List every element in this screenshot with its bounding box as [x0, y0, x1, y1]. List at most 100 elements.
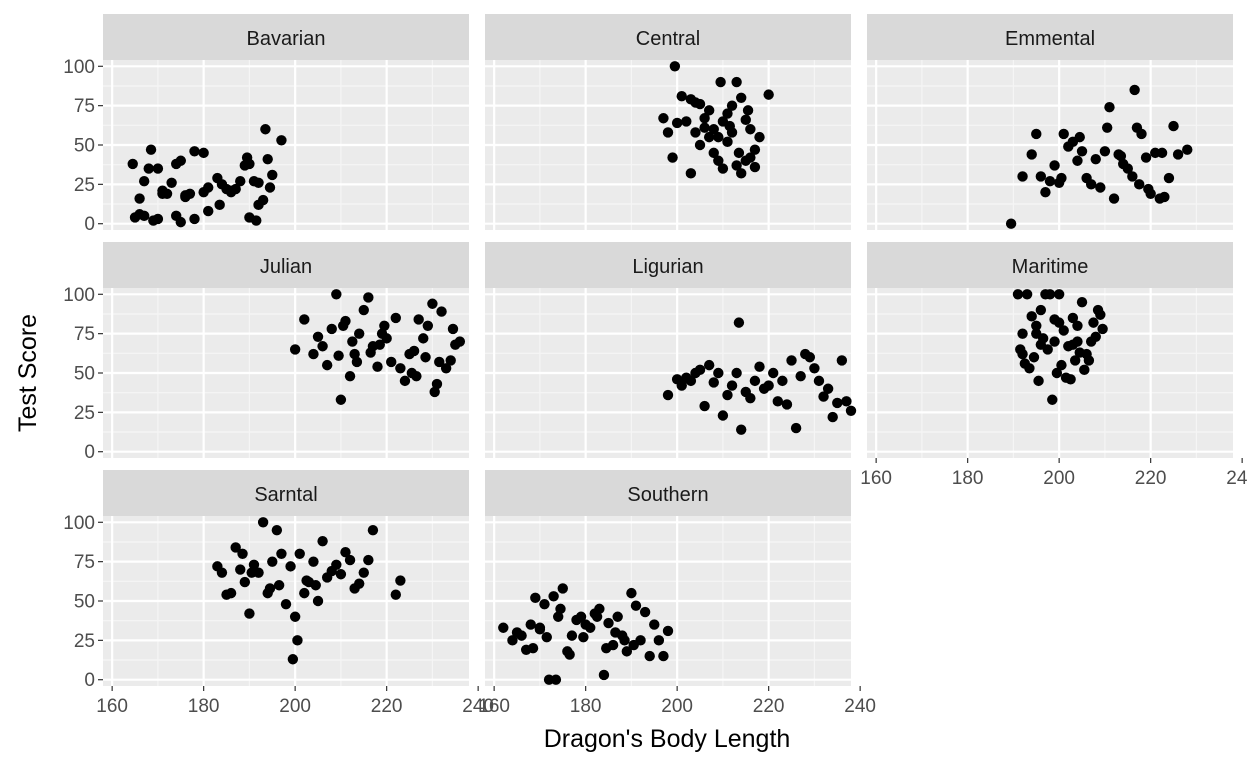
data-point [681, 116, 692, 127]
data-point [649, 619, 660, 630]
data-point [1031, 128, 1042, 140]
data-point [594, 603, 605, 615]
data-point [1058, 128, 1069, 140]
facet-strip [485, 242, 851, 288]
data-point [699, 122, 710, 133]
data-point [598, 669, 610, 681]
data-point [745, 124, 756, 135]
data-point [434, 356, 445, 368]
y-tick-label: 0 [84, 670, 95, 691]
x-tick-label: 200 [1043, 468, 1075, 489]
data-point [713, 155, 724, 166]
y-tick-label: 0 [84, 442, 95, 463]
facet-panel: Emmental [867, 14, 1233, 230]
data-point [676, 91, 687, 102]
data-point [1005, 218, 1017, 229]
facet-panels: Bavarian Central Emmental Julian Ligurian Mar… [103, 14, 1233, 686]
data-point [367, 524, 379, 536]
y-tick-label: 25 [74, 403, 95, 424]
data-point [292, 635, 303, 646]
data-point [248, 559, 260, 570]
facet-panel: Central [485, 14, 851, 230]
data-point [1031, 320, 1042, 331]
data-point [386, 356, 397, 368]
data-point [1083, 355, 1095, 366]
data-point [601, 643, 612, 654]
data-point [619, 635, 630, 646]
x-tick-label: 240 [1226, 468, 1248, 489]
facet-strip-label: Bavarian [247, 28, 326, 50]
y-tick-label: 75 [74, 96, 95, 117]
data-point [145, 144, 157, 155]
data-point [685, 375, 697, 387]
data-point [708, 147, 719, 159]
data-point [1097, 323, 1108, 335]
data-point [1129, 84, 1140, 96]
data-point [253, 199, 264, 211]
data-point [845, 405, 857, 416]
data-point [276, 135, 287, 146]
x-tick-label: 180 [952, 468, 984, 489]
data-point [1104, 102, 1115, 113]
data-point [289, 611, 301, 622]
data-point [166, 177, 177, 188]
x-tick-label: 180 [188, 696, 220, 717]
facet-strip [867, 242, 1233, 288]
data-point [763, 89, 774, 100]
data-point [235, 564, 246, 575]
data-point [198, 187, 209, 198]
data-point [445, 355, 456, 366]
data-point [299, 314, 310, 325]
x-tick-label: 180 [570, 696, 602, 717]
data-point [427, 298, 438, 309]
data-point [1035, 171, 1047, 182]
data-point [1035, 304, 1047, 316]
data-point [374, 339, 385, 350]
data-point [708, 124, 719, 135]
data-point [1127, 171, 1138, 182]
data-point [326, 323, 337, 335]
data-point [553, 611, 564, 622]
data-point [1051, 367, 1063, 379]
data-point [349, 348, 360, 360]
data-point [777, 375, 788, 387]
data-point [1085, 179, 1097, 190]
data-point [1065, 374, 1076, 385]
data-point [1053, 289, 1065, 300]
data-point [1140, 152, 1152, 163]
data-point [685, 168, 697, 179]
data-point [198, 147, 209, 159]
data-point [358, 567, 369, 578]
data-point [418, 333, 429, 344]
facet-strip-label: Southern [627, 484, 708, 506]
data-point [273, 580, 285, 591]
data-point [507, 635, 518, 646]
y-tick-label: 75 [74, 552, 95, 573]
data-point [1069, 355, 1081, 366]
data-point [264, 583, 276, 594]
data-point [1163, 172, 1175, 184]
data-point [530, 592, 541, 604]
data-point [157, 188, 168, 199]
data-point [1072, 320, 1083, 331]
data-point [1079, 364, 1090, 376]
data-point [422, 320, 434, 331]
facet-strip-label: Central [636, 28, 700, 50]
data-point [534, 622, 546, 633]
data-point [555, 603, 566, 615]
data-point [703, 131, 715, 143]
data-point [351, 356, 363, 368]
facet-strip [485, 14, 851, 60]
data-point [703, 359, 715, 371]
data-point [175, 155, 186, 166]
data-point [285, 561, 296, 572]
data-point [321, 359, 333, 371]
data-point [669, 61, 681, 72]
y-tick-label: 50 [74, 592, 95, 613]
data-point [516, 630, 527, 641]
data-point [431, 378, 443, 390]
x-tick-label: 220 [753, 696, 785, 717]
data-point [1072, 155, 1083, 166]
data-point [1090, 331, 1101, 342]
